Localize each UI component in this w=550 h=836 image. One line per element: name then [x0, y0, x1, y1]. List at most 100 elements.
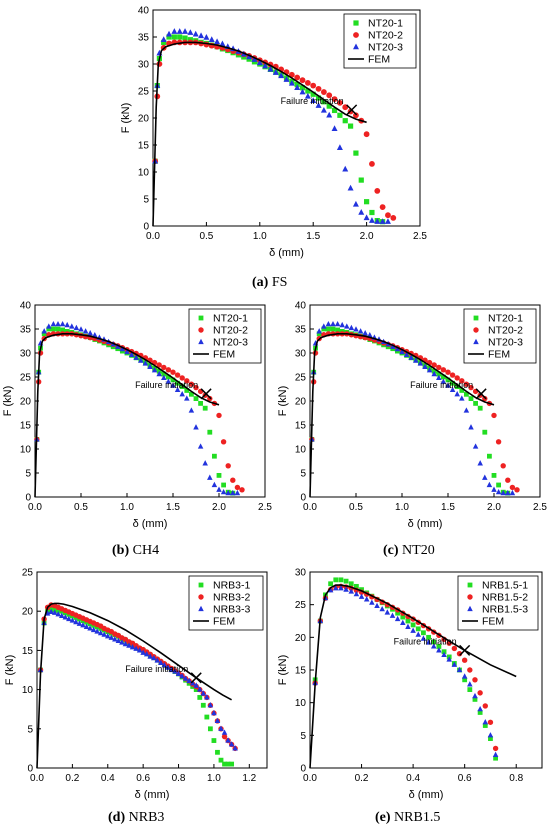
data-point	[450, 380, 455, 386]
data-point	[449, 372, 456, 378]
x-axis-label: δ (mm)	[409, 789, 444, 801]
series-fem	[152, 41, 367, 227]
data-point	[182, 675, 189, 681]
data-point	[272, 69, 279, 75]
data-point	[486, 481, 493, 488]
chart-nrb1-5: 0.0 0.2 0.4 0.6 0.8 0 5 10 15 20 25 30 δ (mm) F (kN) F…	[277, 568, 543, 801]
legend-label: FEM	[368, 54, 390, 66]
data-point	[395, 610, 401, 616]
data-point	[216, 486, 222, 492]
data-point	[278, 72, 285, 79]
data-point	[94, 628, 100, 634]
data-point	[221, 482, 226, 488]
plot-frame	[36, 571, 268, 769]
legend-label: FEM	[482, 616, 504, 628]
data-point	[445, 382, 451, 388]
data-point	[459, 388, 465, 393]
data-point	[463, 407, 470, 413]
data-point	[207, 474, 213, 480]
data-point	[305, 88, 311, 94]
data-point	[207, 429, 213, 435]
y-tick-label: 5	[300, 731, 306, 742]
caption-c-label: (c)	[383, 543, 399, 558]
data-point	[189, 680, 196, 686]
data-point	[90, 626, 97, 633]
x-tick-label: 1.0	[253, 231, 267, 242]
data-point	[363, 214, 370, 221]
data-point	[495, 488, 502, 495]
caption-a: (a) FS	[252, 275, 287, 291]
data-point	[514, 487, 520, 493]
data-point	[369, 209, 375, 216]
data-point	[151, 367, 158, 373]
data-point	[415, 631, 422, 637]
data-point	[140, 649, 146, 655]
data-point	[294, 84, 301, 91]
data-point	[129, 644, 136, 650]
y-tick-label: 15	[295, 421, 307, 432]
data-point	[379, 605, 385, 612]
data-point	[374, 218, 381, 224]
data-point	[229, 761, 235, 767]
x-axis-label: δ (mm)	[269, 247, 304, 259]
data-point	[211, 481, 218, 488]
data-point	[59, 320, 66, 327]
fem-line	[34, 333, 220, 498]
data-point	[454, 384, 460, 389]
data-point	[208, 36, 215, 42]
data-point	[219, 40, 226, 47]
data-point	[179, 384, 185, 389]
series-nrb3-3	[37, 608, 238, 751]
data-point	[384, 609, 391, 615]
data-point	[328, 581, 334, 587]
legend-swatch	[467, 594, 473, 600]
data-point	[379, 204, 386, 211]
data-point	[48, 608, 54, 615]
data-point	[73, 618, 79, 625]
data-point	[170, 382, 176, 388]
data-point	[500, 489, 506, 496]
data-point	[509, 489, 516, 496]
series-nrb1-5-3	[312, 585, 499, 758]
data-point	[415, 626, 421, 632]
data-point	[112, 636, 118, 642]
x-tick-label: 2.0	[360, 231, 374, 242]
y-axis-label: F (kN)	[120, 103, 132, 134]
data-point	[464, 391, 469, 397]
data-point	[441, 649, 447, 655]
data-point	[451, 645, 458, 652]
data-point	[477, 710, 483, 715]
x-tick-label: 1.0	[207, 773, 221, 784]
data-point	[420, 635, 427, 641]
data-point	[62, 614, 69, 620]
data-point	[454, 375, 460, 381]
data-point	[55, 608, 61, 613]
data-point	[41, 331, 47, 337]
data-point	[363, 596, 370, 602]
data-point	[482, 719, 489, 725]
data-point	[468, 396, 474, 401]
data-point	[337, 112, 343, 118]
data-point	[358, 593, 365, 599]
y-tick-label: 30	[295, 349, 307, 360]
legend-swatch	[198, 327, 204, 333]
data-point	[122, 640, 129, 647]
data-point	[184, 378, 190, 384]
x-tick-label: 2.5	[413, 231, 427, 242]
data-point	[440, 367, 447, 373]
data-point	[472, 443, 479, 449]
data-point	[50, 320, 57, 327]
legend-swatch	[467, 605, 473, 612]
data-point	[364, 199, 370, 205]
data-point	[368, 217, 375, 223]
legend-swatch	[467, 582, 473, 588]
data-point	[338, 585, 344, 591]
data-point	[451, 661, 458, 667]
data-point	[343, 578, 349, 584]
chart-nt20: 0.0 0.5 1.0 1.5 2.0 2.5 0 5 10 15 20 25 30 35 40 δ (mm)…	[277, 301, 547, 531]
data-point	[336, 144, 343, 150]
data-point	[348, 581, 354, 587]
x-axis-label: δ (mm)	[135, 789, 170, 801]
data-point	[171, 28, 178, 34]
